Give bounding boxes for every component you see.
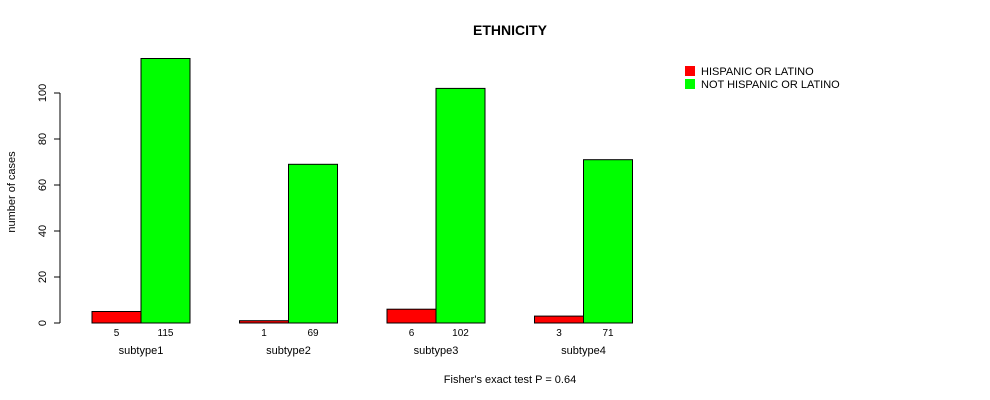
- bar-value-label: 5: [114, 328, 120, 339]
- y-tick-label: 80: [37, 133, 49, 145]
- x-tick-label: subtype1: [119, 345, 164, 357]
- labels-group: 5 115 subtype1 1 69 subtype2 6 102 subtype3 3 71 su…: [114, 328, 614, 357]
- bar: [288, 163, 338, 324]
- footnote: Fisher's exact test P = 0.64: [444, 374, 576, 386]
- y-axis: 0 20 40 60 80 100: [37, 84, 61, 326]
- bar-value-label: 71: [602, 328, 614, 339]
- bar: [534, 315, 584, 324]
- bar: [435, 87, 486, 324]
- bar: [239, 320, 289, 324]
- legend-label: HISPANIC OR LATINO: [701, 66, 814, 78]
- bar-value-label: 6: [409, 328, 415, 339]
- bar: [583, 159, 633, 324]
- x-tick-label: subtype4: [561, 345, 606, 357]
- bar: [386, 308, 437, 324]
- bars-group: [91, 58, 633, 324]
- bar-value-label: 115: [158, 328, 174, 339]
- legend-swatch: [685, 66, 695, 76]
- y-axis-label: number of cases: [6, 151, 18, 233]
- x-tick-label: subtype2: [266, 345, 311, 357]
- chart-title: ETHNICITY: [473, 22, 548, 38]
- bar-value-label: 1: [261, 328, 267, 339]
- legend-label: NOT HISPANIC OR LATINO: [701, 79, 840, 91]
- x-tick-label: subtype3: [414, 345, 459, 357]
- bar-value-label: 3: [556, 328, 562, 339]
- legend-swatch: [685, 79, 695, 89]
- y-tick-label: 100: [37, 84, 49, 102]
- bar-value-label: 69: [307, 328, 319, 339]
- y-tick-label: 0: [37, 320, 49, 326]
- y-tick-label: 20: [37, 271, 49, 283]
- y-tick-label: 60: [37, 179, 49, 191]
- bar: [140, 58, 191, 324]
- bar-value-label: 102: [452, 328, 469, 339]
- y-tick-label: 40: [37, 225, 49, 237]
- bar: [91, 311, 142, 324]
